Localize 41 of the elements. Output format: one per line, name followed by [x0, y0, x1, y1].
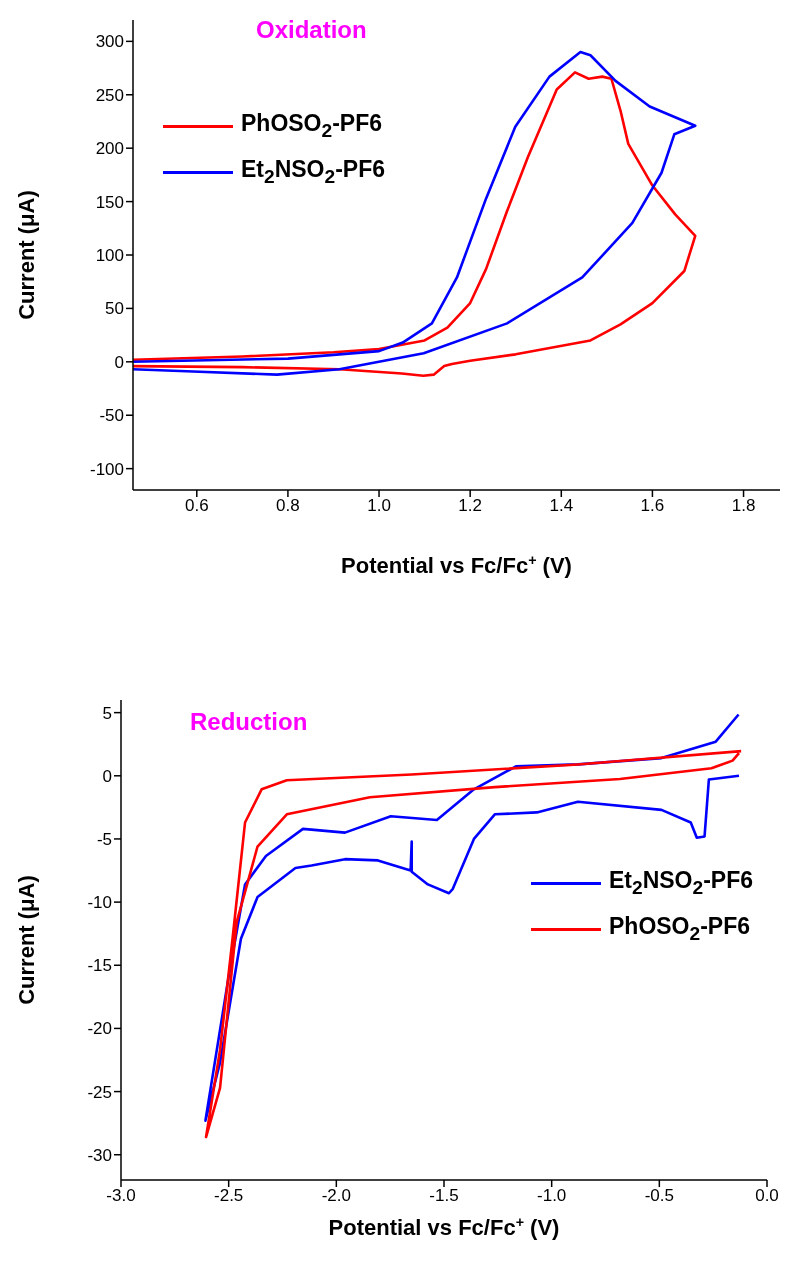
y-axis-title: Current (μA) [14, 190, 39, 320]
y-tick-label: 150 [95, 192, 124, 212]
y-tick-label: 200 [95, 139, 124, 159]
y-tick-label: 0 [114, 352, 124, 372]
y-tick-label: 0 [102, 766, 112, 786]
y-tick-label: 100 [95, 246, 124, 266]
chart-title: Reduction [190, 708, 308, 736]
y-tick-label: -100 [89, 459, 124, 479]
legend-label: Et$_{2}$NSO$_{2}$-PF6 [609, 867, 753, 899]
x-tick-label: 1.6 [640, 496, 665, 516]
legend-label: PhOSO$_{2}$-PF6 [609, 913, 751, 945]
x-tick-label: -2.5 [214, 1186, 244, 1206]
x-tick-label: -0.5 [644, 1186, 674, 1206]
x-tick-label: 0.8 [276, 496, 300, 516]
x-tick-label: -3.0 [106, 1186, 136, 1206]
x-tick-label: 1.2 [458, 496, 482, 516]
x-tick-label: -1.5 [429, 1186, 459, 1206]
y-tick-label: -30 [87, 1145, 112, 1165]
y-tick-label: -25 [87, 1082, 112, 1102]
y-tick-label: 250 [95, 85, 124, 105]
y-tick-label: -20 [87, 1019, 112, 1039]
x-tick-label: 1.4 [549, 496, 574, 516]
x-tick-label: -2.0 [321, 1186, 351, 1206]
x-tick-label: 0.6 [184, 496, 209, 516]
legend-label: Et$_{2}$NSO$_{2}$-PF6 [241, 156, 385, 188]
y-tick-label: 300 [95, 32, 124, 52]
y-tick-label: 50 [105, 299, 124, 319]
y-tick-label: -10 [87, 893, 112, 913]
x-axis-title: Potential vs Fc/Fc$^{+}$ (V) [341, 552, 572, 578]
legend-label: PhOSO$_{2}$-PF6 [241, 110, 383, 142]
y-axis-title: Current (μA) [14, 875, 39, 1005]
x-tick-label: -1.0 [537, 1186, 567, 1206]
chart-title: Oxidation [256, 16, 367, 44]
y-tick-label: 5 [102, 703, 112, 723]
y-tick-label: -5 [96, 829, 112, 849]
y-tick-label: -50 [99, 406, 124, 426]
x-tick-label: 1.8 [731, 496, 756, 516]
x-axis-title: Potential vs Fc/Fc$^{+}$ (V) [328, 1214, 560, 1240]
x-tick-label: 0.0 [755, 1186, 779, 1206]
x-tick-label: 1.0 [367, 496, 391, 516]
y-tick-label: -15 [87, 956, 112, 976]
